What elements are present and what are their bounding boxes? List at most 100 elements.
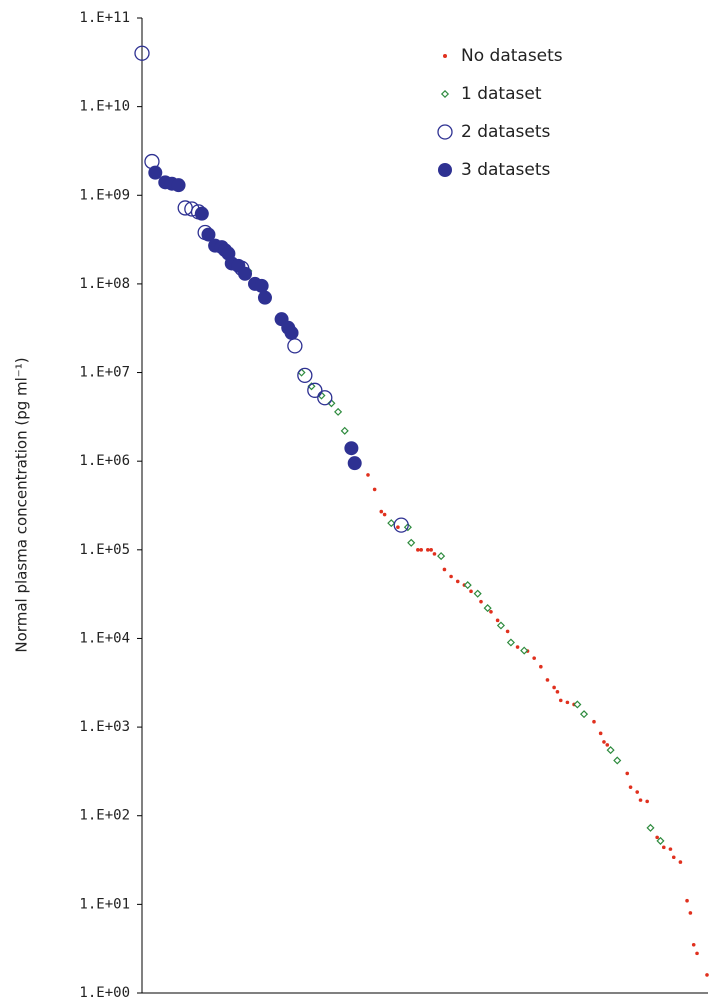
y-tick-label: 1.E+04 [79, 630, 130, 646]
point [645, 799, 649, 804]
legend-marker [438, 163, 452, 177]
point [393, 517, 409, 533]
y-tick-label: 1.E+05 [79, 542, 130, 558]
point [455, 579, 460, 584]
point [695, 951, 699, 956]
point [287, 338, 303, 354]
point [387, 519, 396, 528]
point [638, 798, 643, 802]
point [602, 740, 606, 744]
point [366, 473, 370, 477]
point [419, 548, 423, 552]
point [628, 785, 633, 789]
legend-label: 2 datasets [461, 122, 550, 142]
point [372, 487, 377, 492]
point [668, 847, 673, 851]
point [171, 178, 186, 193]
point [520, 646, 529, 655]
y-tick-label: 1.E+00 [79, 985, 130, 1000]
point [469, 589, 473, 594]
y-axis-label: Normal plasma concentration (pg ml⁻¹) [13, 357, 31, 652]
point [515, 645, 520, 649]
point [635, 790, 640, 794]
point [347, 456, 362, 471]
y-tick-label: 1.E+09 [79, 187, 130, 203]
point [432, 552, 437, 556]
point [605, 743, 610, 747]
point [382, 512, 387, 517]
point [463, 581, 472, 590]
point [691, 942, 696, 947]
point [442, 567, 447, 572]
point [555, 690, 560, 694]
point [625, 771, 630, 776]
point [479, 599, 483, 604]
point [598, 731, 603, 736]
point [688, 911, 693, 915]
point [416, 548, 420, 552]
point [496, 621, 505, 630]
point [254, 278, 269, 293]
point [379, 509, 384, 514]
point [317, 391, 326, 400]
point [201, 227, 216, 242]
point [437, 552, 446, 561]
legend-marker [437, 124, 453, 140]
point [495, 618, 500, 623]
y-tick-label: 1.E+02 [79, 808, 130, 824]
y-tick-label: 1.E+07 [79, 365, 130, 381]
legend-marker [443, 54, 447, 58]
point [407, 538, 416, 547]
point [565, 700, 570, 705]
point [238, 266, 253, 281]
point [558, 698, 563, 703]
point [340, 426, 349, 435]
point [429, 548, 433, 552]
point [656, 836, 665, 845]
point [194, 206, 209, 221]
y-tick-label: 1.E+10 [79, 99, 130, 115]
point [655, 835, 659, 840]
point [297, 367, 313, 383]
legend-label: 1 dataset [461, 84, 542, 104]
y-tick-label: 1.E+03 [79, 719, 130, 735]
point [506, 638, 515, 647]
point [148, 165, 163, 180]
y-tick-label: 1.E+08 [79, 276, 130, 292]
point [573, 700, 582, 709]
point [134, 45, 150, 61]
point [552, 685, 556, 690]
point [685, 898, 689, 903]
point [489, 609, 493, 614]
point [592, 719, 596, 724]
point [606, 746, 615, 755]
point [545, 678, 550, 682]
point [671, 855, 676, 860]
point [532, 656, 536, 660]
point [483, 604, 492, 613]
point [317, 390, 333, 406]
point [539, 664, 543, 669]
point [646, 823, 655, 832]
point [284, 325, 299, 340]
point [344, 441, 359, 456]
point [449, 574, 453, 579]
point [705, 973, 709, 977]
point [579, 710, 589, 719]
y-tick-label: 1.E+11 [79, 10, 130, 26]
point [426, 548, 430, 552]
point [473, 589, 482, 598]
point [307, 382, 323, 398]
legend-marker [440, 89, 450, 99]
y-tick-label: 1.E+06 [79, 453, 130, 469]
point [505, 629, 510, 634]
point [257, 290, 272, 305]
y-tick-label: 1.E+01 [79, 896, 130, 912]
point [334, 407, 343, 416]
point [678, 860, 683, 864]
legend-label: 3 datasets [461, 160, 550, 180]
point [396, 525, 400, 529]
point [613, 756, 622, 765]
legend-label: No datasets [461, 46, 563, 66]
